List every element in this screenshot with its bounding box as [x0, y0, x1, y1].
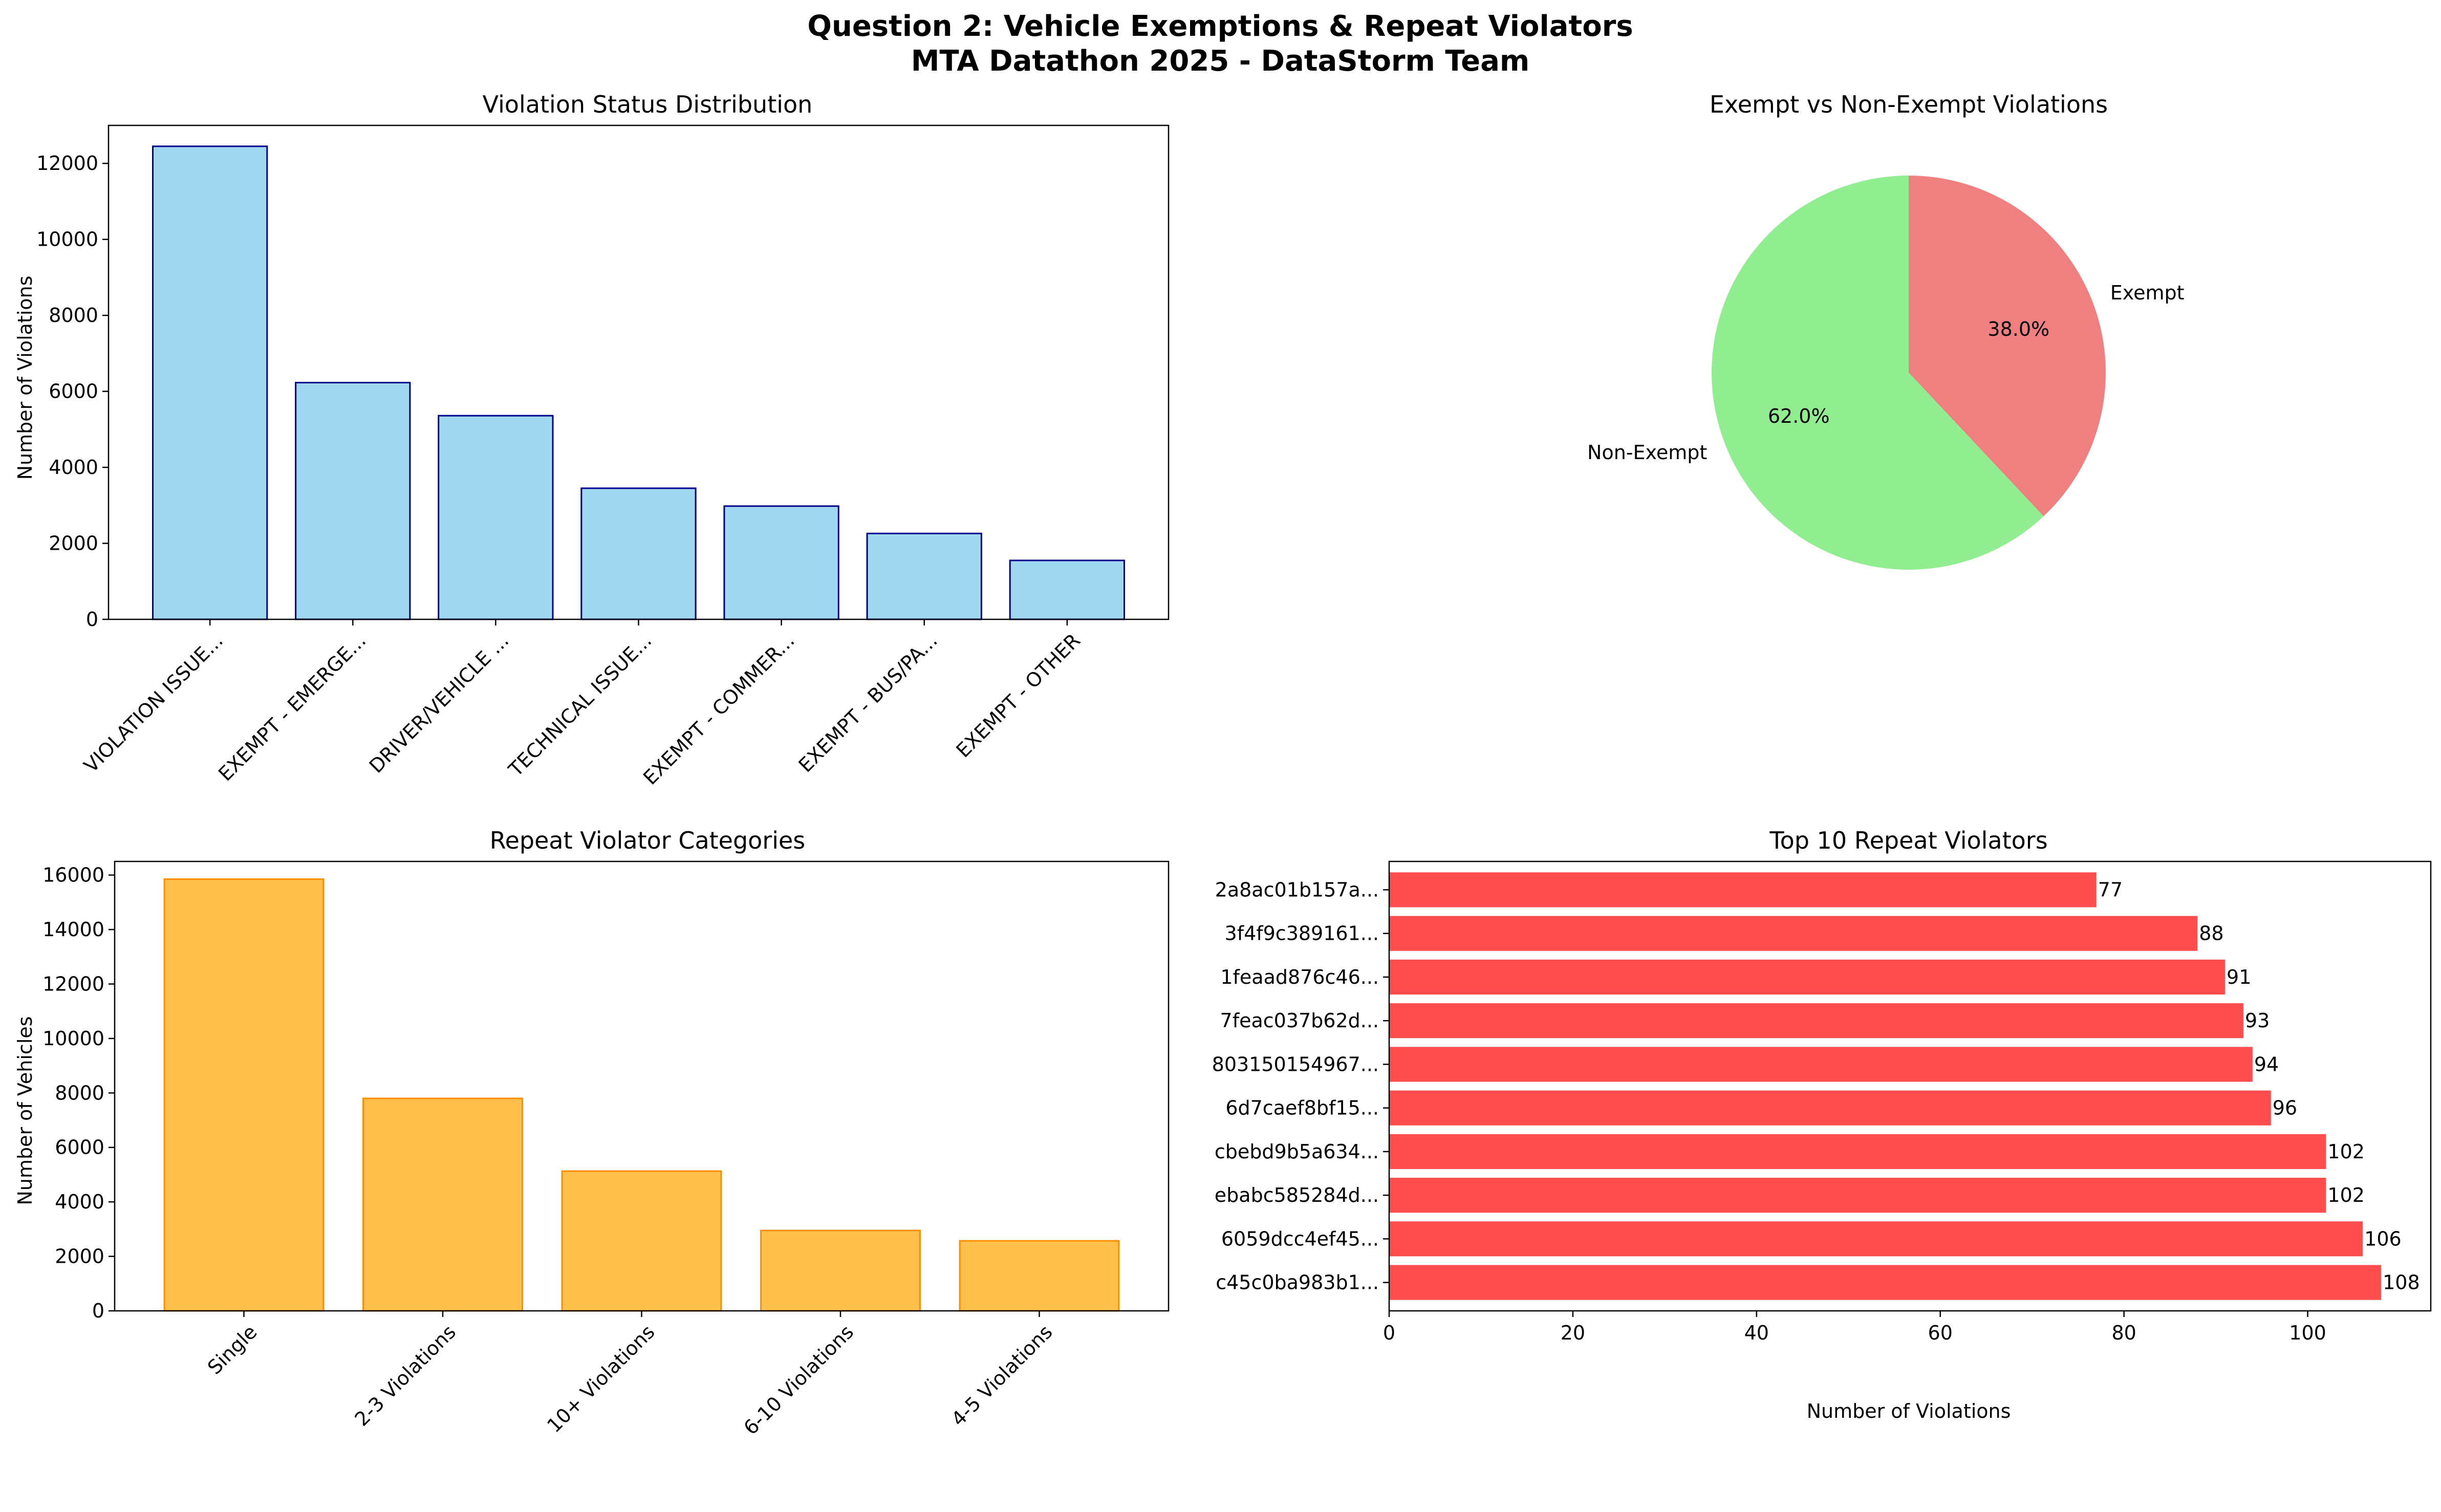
violation-status-chart: Violation Status Distribution Number of … — [14, 91, 1170, 789]
violation-status-bar — [580, 487, 697, 620]
violation-status-bar — [866, 532, 982, 620]
top-violators-bar — [1389, 1221, 2363, 1257]
top-violators-value-label: 102 — [2327, 1184, 2365, 1206]
repeat-categories-axes-frame — [114, 860, 1170, 1312]
top-violators-value-label: 102 — [2327, 1140, 2365, 1163]
repeat-categories-title: Repeat Violator Categories — [490, 827, 806, 854]
repeat-categories-bar — [163, 878, 325, 1312]
repeat-categories-xtick-label: 10+ Violations — [543, 1321, 659, 1437]
repeat-categories-bar — [362, 1097, 523, 1312]
top-violators-bar — [1389, 1178, 2326, 1213]
top-violators-xtick-label: 80 — [2111, 1322, 2136, 1344]
top-violators-bar — [1389, 1134, 2326, 1169]
repeat-categories-chart: Repeat Violator Categories Number of Veh… — [14, 827, 1170, 1439]
violation-status-bar — [723, 505, 839, 620]
top-violators-ytick-label: 7feac037b62d... — [1220, 1009, 1379, 1032]
violation-status-bar — [295, 382, 411, 620]
violation-status-xtick-label: TECHNICAL ISSUE... — [504, 629, 656, 781]
violation-status-xtick-label: EXEMPT - OTHER — [952, 629, 1085, 762]
pie-category-label: Non-Exempt — [1587, 441, 1707, 464]
violation-status-ylabel: Number of Violations — [14, 276, 36, 480]
violation-status-xtick-label: EXEMPT - EMERGE... — [214, 629, 370, 785]
top-violators-ytick-label: 3f4f9c389161... — [1225, 922, 1379, 945]
top-violators-xtick-label: 60 — [1928, 1322, 1953, 1344]
top-violators-ytick-label: 2a8ac01b157a... — [1215, 878, 1379, 901]
repeat-categories-xtick-label: 4-5 Violations — [947, 1321, 1057, 1431]
top-violators-ytick-label: 6d7caef8bf15... — [1225, 1097, 1379, 1119]
repeat-categories-ytick-label: 2000 — [55, 1245, 104, 1268]
violation-status-xtick-label: EXEMPT - COMMER... — [639, 629, 799, 789]
violation-status-ytick-label: 10000 — [36, 228, 98, 251]
top-violators-bar — [1389, 1003, 2243, 1039]
top-violators-bar — [1389, 1090, 2271, 1126]
top-violators-bar — [1389, 1265, 2382, 1300]
top-violators-ytick-label: c45c0ba983b1... — [1216, 1271, 1379, 1294]
violation-status-ytick-label: 4000 — [49, 456, 98, 479]
violation-status-ytick-label: 8000 — [49, 304, 98, 327]
repeat-categories-ytick-label: 4000 — [55, 1191, 104, 1213]
repeat-categories-ytick-label: 14000 — [42, 918, 104, 941]
repeat-categories-ytick-label: 8000 — [55, 1082, 104, 1104]
repeat-categories-ytick-label: 10000 — [42, 1027, 104, 1050]
top-violators-ytick-label: 803150154967... — [1212, 1053, 1379, 1075]
repeat-categories-ytick-label: 12000 — [42, 973, 104, 995]
top-violators-xlabel: Number of Violations — [1807, 1400, 2011, 1422]
top-violators-value-label: 91 — [2227, 966, 2251, 988]
repeat-categories-ytick-label: 0 — [92, 1300, 104, 1322]
violation-status-title: Violation Status Distribution — [483, 91, 813, 118]
pie-percent-label: 62.0% — [1768, 405, 1830, 427]
violation-status-ytick-label: 6000 — [49, 380, 98, 403]
violation-status-bar — [1009, 559, 1125, 620]
repeat-categories-bar — [959, 1240, 1120, 1312]
top-violators-xtick-label: 100 — [2289, 1322, 2326, 1344]
top-violators-value-label: 106 — [2364, 1227, 2402, 1250]
pie-slice — [1711, 176, 2044, 570]
top-violators-value-label: 88 — [2199, 922, 2223, 945]
pie-percent-label: 38.0% — [1988, 318, 2049, 340]
top-violators-xtick-label: 0 — [1383, 1322, 1395, 1344]
repeat-categories-ytick-label: 16000 — [42, 864, 104, 887]
violation-status-bar — [438, 415, 554, 620]
violation-status-axes-frame — [107, 124, 1170, 620]
top-violators-bar — [1389, 872, 2097, 908]
repeat-categories-bar — [561, 1170, 722, 1312]
top-violators-xtick-label: 20 — [1561, 1322, 1585, 1344]
top-violators-value-label: 77 — [2098, 878, 2123, 901]
exempt-pie-chart: Exempt vs Non-Exempt Violations Exempt 38… — [1587, 91, 2185, 570]
figure-title-line2: MTA Datathon 2025 - DataStorm Team — [911, 45, 1530, 78]
figure-title-line1: Question 2: Vehicle Exemptions & Repeat … — [807, 10, 1633, 43]
top-violators-ytick-label: 1feaad876c46... — [1220, 966, 1379, 988]
top-violators-title: Top 10 Repeat Violators — [1769, 827, 2047, 854]
pie-category-label: Exempt — [2110, 282, 2185, 304]
violation-status-ytick-label: 0 — [86, 608, 98, 631]
top-violators-bar — [1389, 916, 2198, 951]
violation-status-xtick-label: VIOLATION ISSUE... — [79, 629, 227, 777]
exempt-pie-title: Exempt vs Non-Exempt Violations — [1710, 91, 2108, 118]
top-violators-ytick-label: ebabc585284d... — [1215, 1184, 1379, 1206]
violation-status-ytick-label: 12000 — [36, 152, 98, 175]
repeat-categories-ylabel: Number of Vehicles — [14, 1016, 36, 1205]
repeat-categories-xtick-label: 6-10 Violations — [739, 1321, 858, 1439]
top-violators-bar — [1389, 959, 2226, 995]
repeat-categories-xtick-label: Single — [203, 1321, 262, 1379]
top-violators-axes-frame — [1388, 860, 2432, 1312]
violation-status-ytick-label: 2000 — [49, 532, 98, 555]
top-violators-ytick-label: 6059dcc4ef45... — [1221, 1227, 1379, 1250]
violation-status-xtick-label: DRIVER/VEHICLE ... — [365, 629, 513, 777]
pie-slice — [1909, 176, 2106, 516]
top-violators-bar — [1389, 1047, 2253, 1082]
repeat-categories-bar — [760, 1229, 921, 1312]
top-violators-xtick-label: 40 — [1744, 1322, 1769, 1344]
top-violators-value-label: 94 — [2254, 1053, 2279, 1075]
top-violators-chart: Top 10 Repeat Violators Number of Violat… — [1212, 827, 2432, 1422]
top-violators-value-label: 108 — [2383, 1271, 2420, 1294]
repeat-categories-xtick-label: 2-3 Violations — [351, 1321, 461, 1431]
top-violators-ytick-label: cbebd9b5a634... — [1215, 1140, 1379, 1163]
repeat-categories-ytick-label: 6000 — [55, 1136, 104, 1159]
violation-status-bar — [152, 145, 268, 620]
violation-status-xtick-label: EXEMPT - BUS/PA... — [794, 629, 942, 776]
top-violators-value-label: 96 — [2273, 1097, 2297, 1119]
top-violators-value-label: 93 — [2245, 1009, 2270, 1032]
